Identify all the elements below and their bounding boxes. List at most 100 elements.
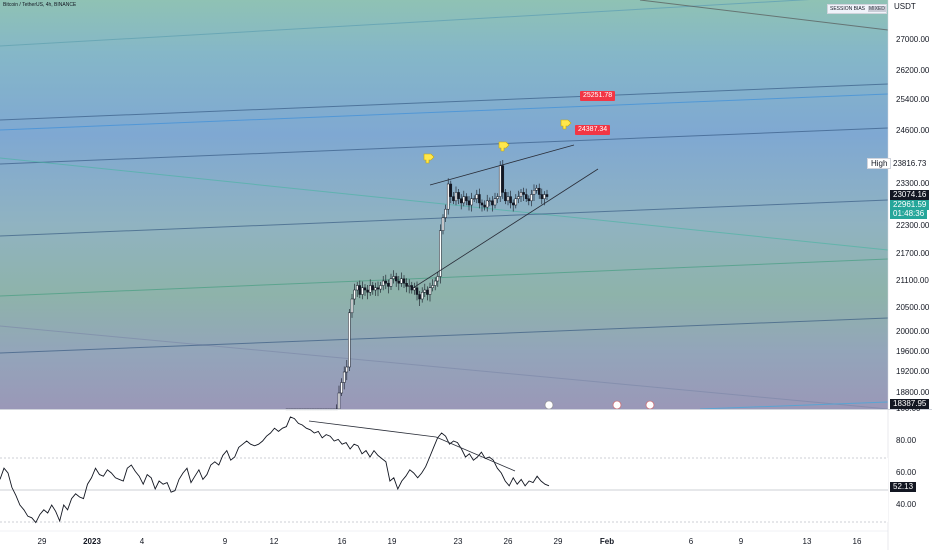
- time-axis-tick: 4: [139, 537, 145, 546]
- price-axis-tick: 25400.00: [896, 95, 930, 104]
- candle-body: [348, 312, 351, 368]
- candle-body: [350, 298, 354, 314]
- candle-body: [363, 287, 367, 291]
- pattern-lines: [412, 144, 599, 289]
- candle-body: [511, 202, 515, 206]
- price-tag: 23074.16: [890, 190, 930, 200]
- candle-body: [472, 198, 476, 200]
- time-axis-tick: 29: [553, 537, 563, 546]
- price-axis-tick: 21100.00: [896, 276, 929, 285]
- candle-body: [384, 280, 388, 284]
- price-axis[interactable]: [888, 0, 932, 550]
- candle-body: [517, 196, 520, 199]
- currency-label: USDT: [894, 2, 916, 11]
- candle-body: [530, 194, 533, 202]
- price-axis-tick: 26200.00: [896, 66, 930, 75]
- price-axis-tick: 22300.00: [896, 221, 930, 230]
- symbol-title[interactable]: Bitcoin / TetherUS, 4h, BINANCE: [3, 2, 77, 8]
- candle-body: [524, 194, 528, 199]
- candle-body: [376, 287, 380, 290]
- candle-body: [522, 192, 525, 195]
- candle-body: [405, 283, 408, 287]
- price-axis-tick: 27000.00: [896, 35, 930, 44]
- candle-body: [394, 276, 398, 282]
- candle-body: [361, 287, 364, 295]
- price-axis-tick: 24600.00: [896, 126, 930, 135]
- candle-body: [519, 192, 523, 197]
- candle-body: [478, 194, 481, 204]
- candle-body: [532, 190, 536, 195]
- candle-body: [407, 285, 411, 287]
- session-bias-indicator[interactable]: SESSION BIAS MIXED: [827, 4, 887, 14]
- price-axis-tick: 20000.00: [896, 327, 930, 336]
- candle-body: [337, 392, 341, 410]
- indicator-name: SESSION BIAS: [830, 6, 866, 12]
- bar-countdown-tag: 01:48:36: [890, 209, 928, 219]
- candlestick-series: [285, 159, 549, 411]
- rsi-divergence-line-2: [435, 436, 516, 472]
- candle-body: [452, 196, 455, 202]
- candle-body: [431, 285, 434, 288]
- callout-target-1: 25251.78: [580, 91, 616, 101]
- rsi-line: [0, 416, 550, 524]
- candle-body: [353, 289, 356, 300]
- candle-body: [470, 198, 473, 206]
- candle-body: [358, 285, 362, 295]
- callout-target-2: 24387.34: [575, 125, 611, 135]
- high-value-tag: 23816.73: [893, 159, 927, 168]
- session-icons: [544, 400, 655, 410]
- candle-body: [449, 183, 453, 197]
- time-axis-tick: 9: [222, 537, 228, 546]
- candle-body: [496, 196, 499, 199]
- candle-body: [446, 183, 450, 210]
- time-axis-tick: 6: [688, 537, 694, 546]
- price-axis-tick: 18800.00: [896, 388, 930, 397]
- candle-body: [400, 278, 403, 284]
- candle-body: [485, 200, 489, 208]
- candle-body: [514, 198, 518, 206]
- candle-body: [501, 165, 505, 193]
- price-axis-tick: 20500.00: [896, 303, 930, 312]
- rsi-divergence-line: [308, 420, 437, 438]
- candle-body: [498, 165, 502, 197]
- candle-body: [457, 192, 460, 199]
- candle-body: [423, 289, 427, 293]
- candle-body: [488, 200, 492, 202]
- candle-body: [454, 192, 458, 202]
- time-axis-tick: 2023: [83, 537, 101, 546]
- time-axis-tick: 16: [337, 537, 347, 546]
- indicator-value: MIXED: [868, 6, 886, 12]
- candle-body: [426, 289, 429, 295]
- rsi-axis-tick: 40.00: [896, 500, 917, 509]
- candle-body: [527, 198, 531, 202]
- candle-body: [345, 366, 349, 373]
- candle-body: [366, 289, 369, 293]
- time-axis-tick: 12: [269, 537, 279, 546]
- candle-body: [475, 194, 479, 199]
- candle-body: [506, 196, 510, 202]
- time-axis-tick: 9: [738, 537, 744, 546]
- last-price-tag: 22961.59: [890, 200, 930, 210]
- candle-body: [415, 287, 419, 295]
- candle-body: [397, 280, 401, 284]
- candle-body: [381, 280, 385, 286]
- candle-body: [491, 200, 494, 206]
- candle-body: [433, 280, 437, 286]
- candle-body: [436, 276, 440, 282]
- candle-body: [374, 287, 377, 291]
- low-value-tag: 18387.95: [890, 399, 930, 409]
- candle-body: [355, 285, 359, 291]
- candle-body: [504, 192, 507, 202]
- candle-body: [420, 292, 424, 300]
- rsi-value-tag: 52.13: [890, 482, 917, 492]
- rsi-axis-tick: 80.00: [896, 436, 917, 445]
- time-axis-tick: Feb: [599, 537, 615, 546]
- candle-body: [439, 230, 442, 277]
- candle-body: [509, 196, 512, 204]
- candle-body: [465, 196, 468, 202]
- time-axis-tick: 13: [802, 537, 812, 546]
- candle-body: [418, 294, 421, 300]
- candle-body: [402, 278, 406, 284]
- price-axis-tick: 19200.00: [896, 367, 930, 376]
